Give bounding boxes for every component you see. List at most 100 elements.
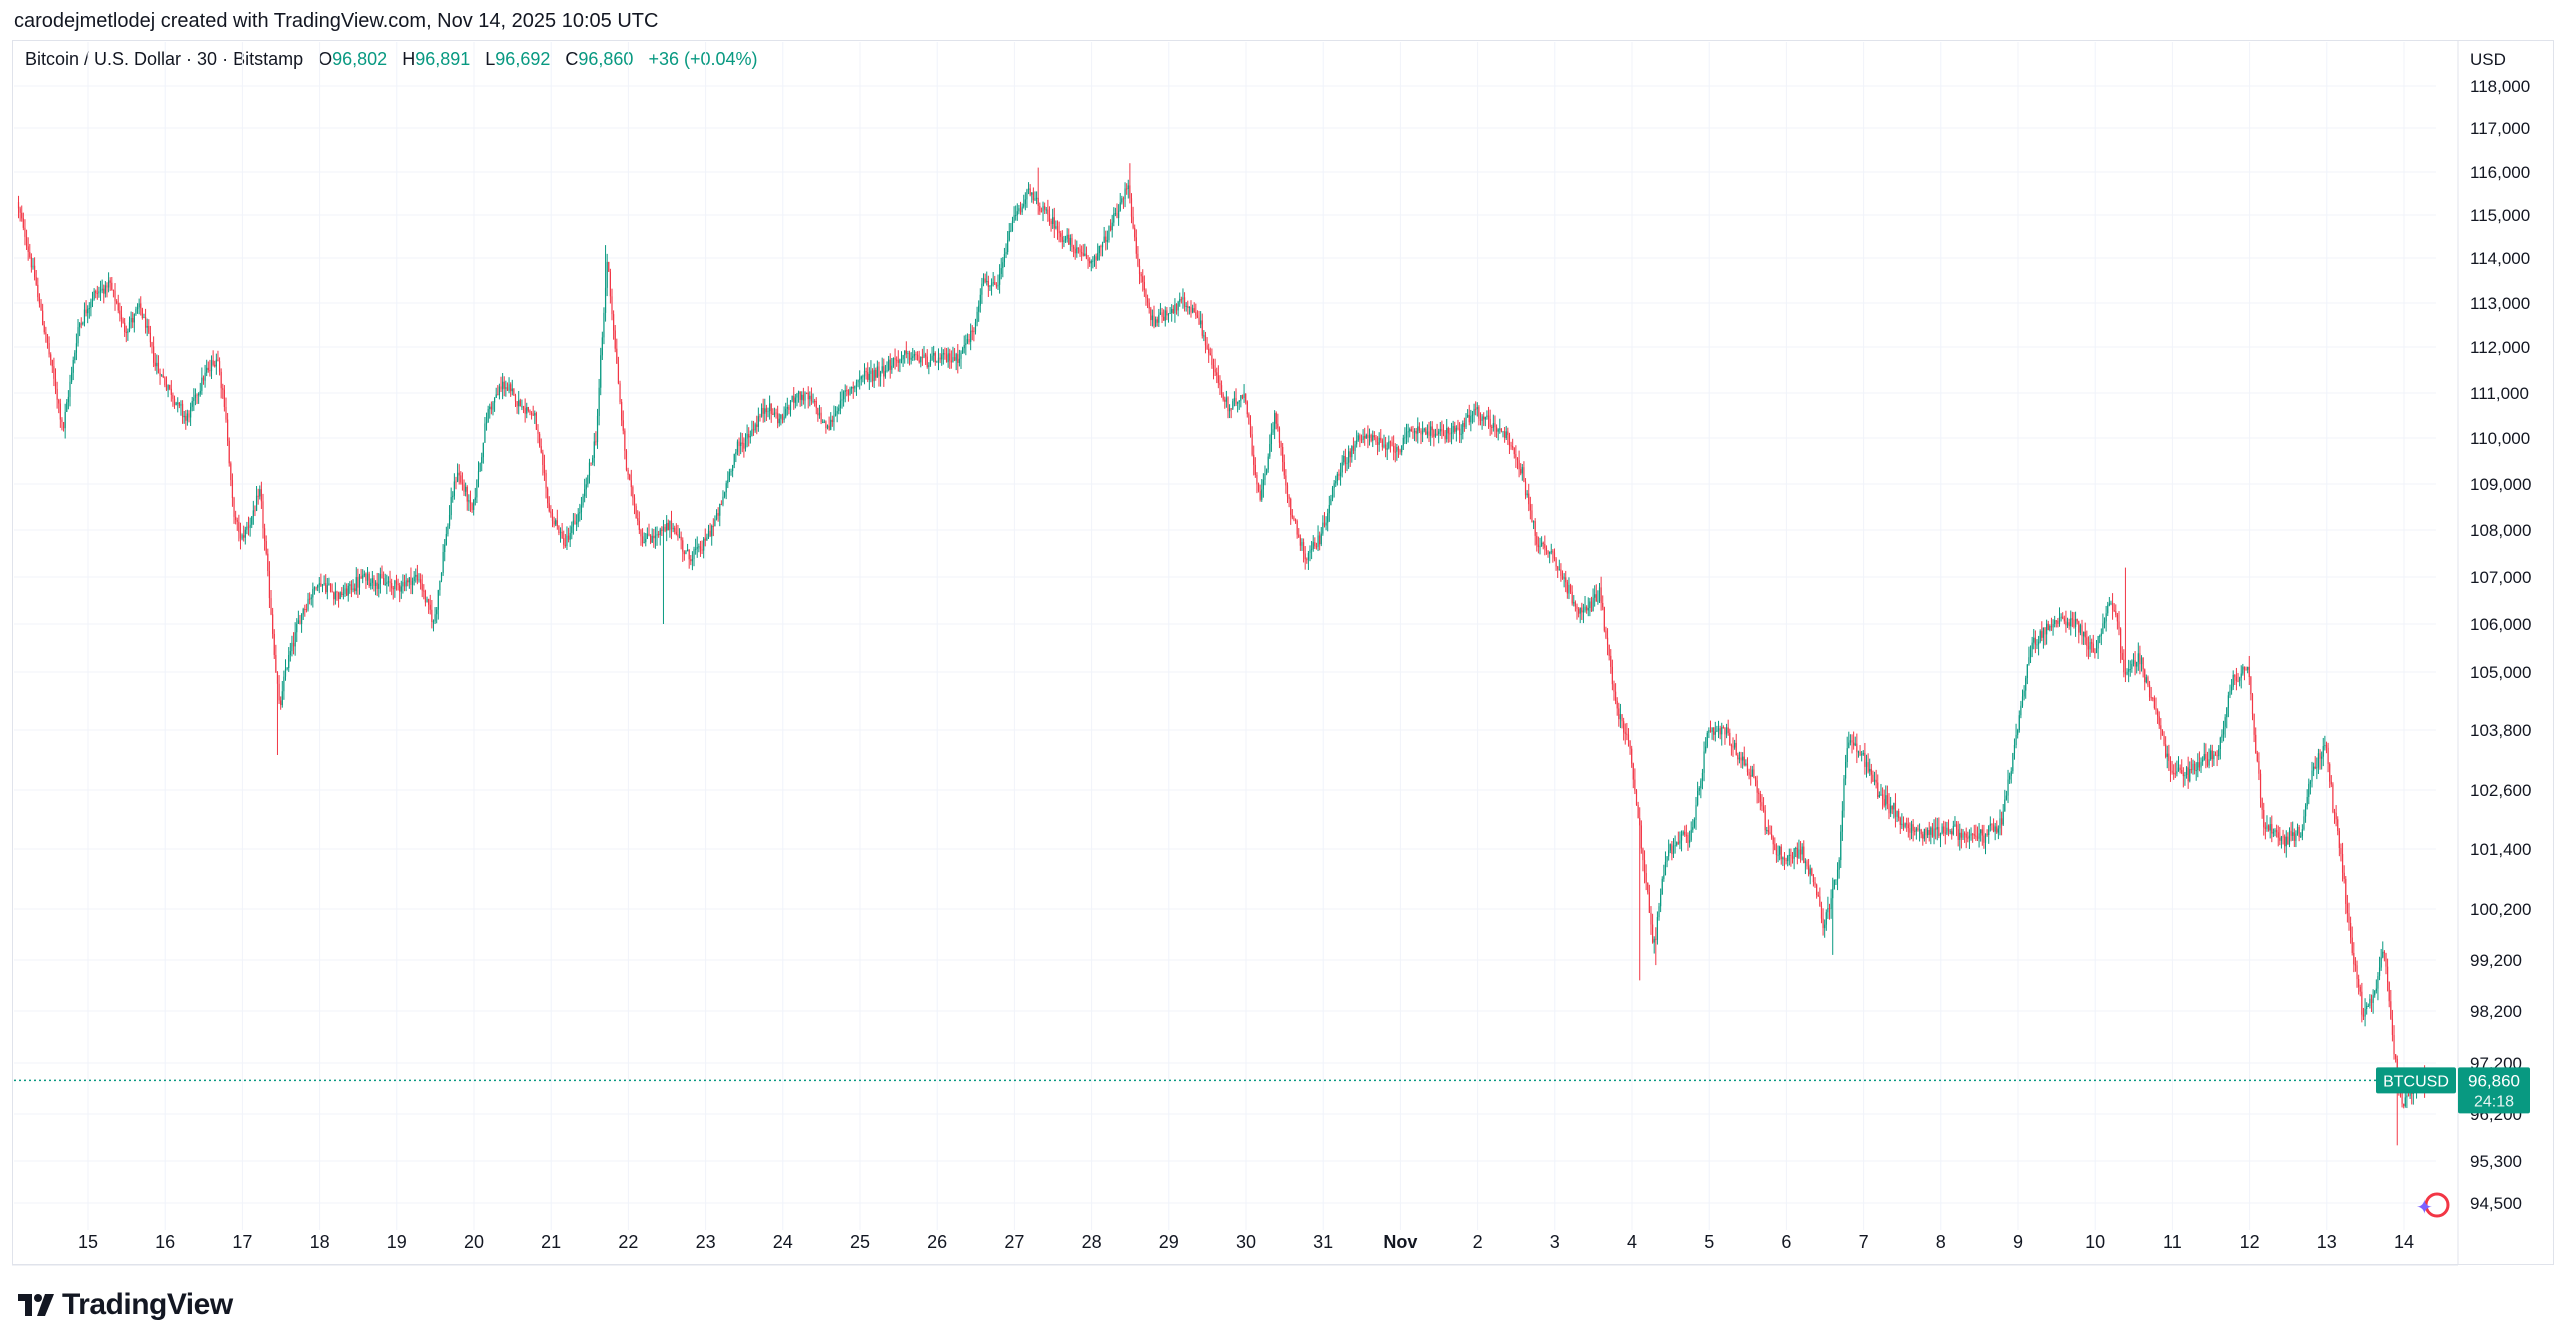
candle <box>1447 426 1449 443</box>
candle-body <box>807 392 809 400</box>
candle-body <box>1811 868 1813 876</box>
candle <box>1912 819 1914 842</box>
candle <box>1676 841 1678 847</box>
candle-body <box>2140 657 2143 665</box>
candle <box>1148 298 1150 314</box>
candle-body <box>2372 995 2374 1003</box>
candle-body <box>518 400 520 407</box>
candle-body <box>1058 231 1060 234</box>
candle <box>698 543 700 553</box>
candle <box>1877 774 1879 799</box>
candle-body <box>958 358 960 363</box>
candle <box>1410 426 1412 432</box>
candle <box>1462 420 1464 440</box>
time-axis[interactable]: 15 16 17 18 19 20 21 22 23 24 25 26 27 28 29 30 31 Nov 2 3 4… <box>12 1232 2458 1266</box>
candle-body <box>1376 442 1379 445</box>
candle <box>2171 760 2173 775</box>
candle <box>1000 257 1002 280</box>
candle-body <box>1510 445 1512 447</box>
candle <box>2234 674 2236 685</box>
candle <box>600 347 602 396</box>
candle <box>720 500 722 506</box>
candle-body <box>2253 714 2255 735</box>
candle <box>658 530 660 538</box>
candle <box>2261 797 2263 819</box>
event-icon-circle[interactable] <box>2424 1192 2450 1218</box>
candle-body <box>2218 749 2220 757</box>
sparkle-icon[interactable]: ✦ <box>2416 1195 2433 1219</box>
candle <box>326 578 328 600</box>
candle <box>1939 832 1942 848</box>
candle-body <box>871 370 874 382</box>
candle <box>654 526 657 549</box>
candle-body <box>1581 607 1583 613</box>
candle-body <box>220 371 222 389</box>
candle-body <box>1027 188 1030 190</box>
candle-body <box>2049 625 2051 631</box>
candle <box>641 528 644 547</box>
candle-body <box>323 583 325 585</box>
candle-body <box>1121 198 1123 203</box>
candle-body <box>1513 447 1515 455</box>
candle <box>1880 783 1882 796</box>
candle <box>1068 228 1070 245</box>
candle <box>648 523 650 537</box>
candle <box>1709 720 1712 733</box>
candle <box>1867 753 1869 774</box>
candle-body <box>1600 587 1602 603</box>
candle <box>1317 525 1319 552</box>
price-axis[interactable]: 118,000117,000116,000115,000114,000113,0… <box>2457 40 2531 1265</box>
candle <box>566 526 568 551</box>
candle-body <box>999 274 1001 285</box>
candle-body <box>223 389 225 407</box>
candle <box>635 503 637 519</box>
candle <box>1997 825 1999 840</box>
candle-body <box>2247 666 2249 670</box>
candle <box>2386 958 2389 992</box>
candle <box>46 333 49 349</box>
candle <box>376 572 378 596</box>
candle <box>1753 763 1755 779</box>
candle-body <box>112 289 115 291</box>
candle-body <box>186 413 188 421</box>
candle <box>2341 842 2344 882</box>
candle-body <box>1988 825 1990 836</box>
candle-body <box>178 402 180 406</box>
candle <box>460 471 462 485</box>
candle-body <box>651 535 653 543</box>
event-icon[interactable]: ✦ <box>2416 1192 2450 1219</box>
candle <box>963 335 965 354</box>
candle-body <box>2058 617 2061 624</box>
candle <box>855 379 858 396</box>
candle <box>2145 674 2147 684</box>
candle <box>434 607 436 625</box>
candle <box>370 578 372 590</box>
currency-label[interactable]: USD <box>2470 50 2506 69</box>
candle-body <box>2341 853 2344 873</box>
candle <box>995 282 997 289</box>
candle-body <box>198 393 200 396</box>
candle <box>955 352 957 371</box>
candle <box>701 540 703 555</box>
candle-body <box>760 407 763 417</box>
candle-body <box>711 525 713 537</box>
candle-body <box>251 516 253 525</box>
candle <box>2227 691 2229 718</box>
candle-body <box>2403 1103 2405 1107</box>
candle-body <box>617 363 620 384</box>
candle-body <box>352 588 354 591</box>
candle-body <box>1957 829 1959 840</box>
candle-body <box>1286 485 1289 497</box>
candle-body <box>315 587 317 589</box>
candle-body <box>823 421 825 423</box>
candle-body <box>1362 436 1364 440</box>
candle <box>1401 445 1403 456</box>
candle-body <box>667 522 669 531</box>
price-tick-label: 118,000 <box>2470 77 2530 96</box>
time-tick-label: 17 <box>232 1232 252 1252</box>
candle-body <box>360 576 362 579</box>
candle-body <box>1460 433 1462 435</box>
candle-body <box>2107 605 2109 614</box>
candle-body <box>490 406 492 410</box>
